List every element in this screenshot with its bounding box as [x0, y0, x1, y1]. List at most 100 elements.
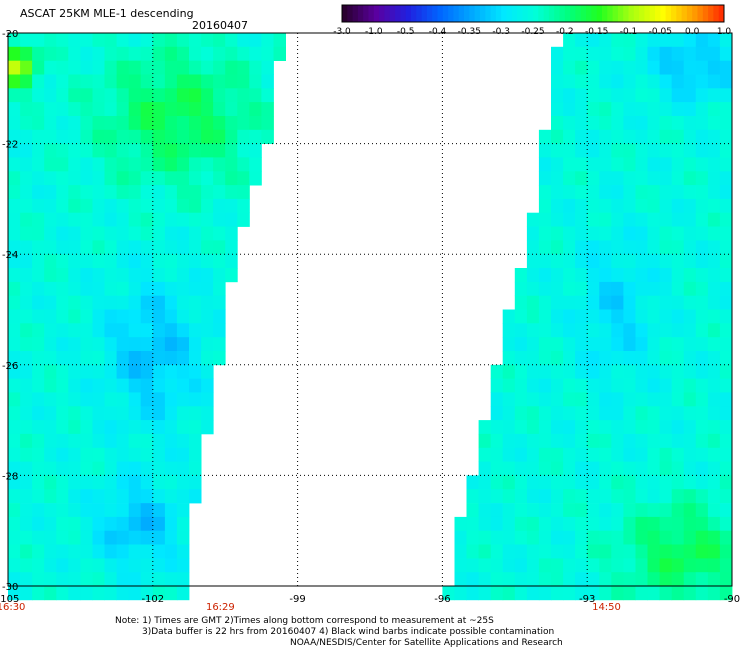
heatmap-cell [671, 309, 685, 324]
heatmap-cell [587, 572, 600, 587]
heatmap-cell [32, 240, 45, 255]
heatmap-cell [659, 198, 673, 214]
heatmap-cell [707, 503, 721, 518]
heatmap-cell [128, 171, 142, 186]
heatmap-cell [20, 489, 33, 504]
heatmap-cell [44, 254, 57, 269]
heatmap-cell [56, 475, 69, 490]
heatmap-cell [56, 378, 69, 393]
heatmap-cell [635, 503, 648, 518]
heatmap-cell [647, 406, 660, 421]
heatmap-cell [176, 323, 190, 338]
heatmap-cell [490, 544, 504, 559]
heatmap-cell [56, 586, 69, 601]
heatmap-cell [56, 185, 69, 200]
heatmap-cell [176, 530, 190, 545]
heatmap-cell [140, 254, 154, 269]
heatmap-cell [719, 254, 733, 269]
heatmap-cell [707, 157, 721, 172]
heatmap-cell [201, 33, 214, 48]
colorbar-swatch [612, 5, 619, 22]
heatmap-cell [683, 572, 697, 587]
heatmap-cell [647, 129, 660, 144]
heatmap-cell [20, 323, 33, 338]
heatmap-cell [695, 544, 709, 559]
heatmap-cell [164, 102, 178, 117]
heatmap-cell [20, 433, 33, 449]
colorbar-swatch [554, 5, 560, 22]
heatmap-cell [683, 503, 697, 518]
heatmap-cell [538, 447, 552, 462]
heatmap-cell [538, 157, 552, 172]
heatmap-cell [68, 558, 81, 573]
heatmap-cell [56, 406, 69, 421]
heatmap-cell [176, 586, 190, 601]
heatmap-cell [20, 572, 33, 587]
heatmap-cell [32, 60, 45, 75]
heatmap-cell [213, 309, 226, 324]
heatmap-cell [92, 516, 105, 532]
colorbar-swatch [448, 5, 454, 22]
heatmap-cell [538, 475, 552, 490]
heatmap-cell [695, 88, 709, 103]
heatmap-cell [104, 364, 117, 379]
colorbar-swatch [421, 5, 428, 22]
heatmap-cell [104, 102, 117, 117]
heatmap-cell [56, 295, 69, 310]
heatmap-cell [478, 516, 492, 532]
heatmap-cell [140, 185, 154, 200]
heatmap-cell [104, 475, 117, 490]
heatmap-cell [176, 254, 190, 269]
heatmap-cell [164, 309, 178, 324]
heatmap-cell [623, 143, 636, 158]
heatmap-cell [8, 447, 21, 462]
heatmap-cell [201, 254, 214, 269]
heatmap-cell [514, 544, 528, 559]
heatmap-cell [140, 544, 154, 559]
plot-frame [7, 32, 733, 587]
heatmap-cell [8, 295, 21, 310]
heatmap-cell [164, 281, 178, 297]
heatmap-cell [587, 323, 600, 338]
heatmap-cell [659, 530, 673, 545]
heatmap-cell [68, 116, 81, 131]
heatmap-cell [707, 420, 721, 435]
heatmap-cell [623, 309, 636, 324]
heatmap-cell [635, 586, 648, 601]
heatmap-cell [575, 102, 588, 117]
y-tick-label: -30 [2, 582, 18, 593]
colorbar-label: -0.1 [620, 27, 638, 37]
heatmap-cell [671, 503, 685, 518]
heatmap-cell [514, 586, 528, 601]
heatmap-cell [719, 489, 733, 504]
heatmap-cell [466, 516, 479, 532]
heatmap-cell [189, 378, 202, 393]
heatmap-cell [623, 46, 636, 61]
heatmap-cell [116, 102, 130, 117]
heatmap-cell [538, 323, 552, 338]
heatmap-cell [8, 392, 21, 407]
heatmap-cell [56, 309, 69, 324]
heatmap-cell [92, 129, 105, 144]
heatmap-cell [152, 46, 166, 61]
heatmap-cell [140, 558, 154, 573]
heatmap-cell [707, 572, 721, 587]
heatmap-cell [8, 378, 21, 393]
heatmap-cell [152, 392, 166, 407]
colorbar-swatch [596, 5, 603, 22]
heatmap-cell [719, 530, 733, 545]
heatmap-cell [8, 364, 21, 379]
heatmap-cell [671, 586, 685, 601]
heatmap-cell [44, 60, 57, 75]
heatmap-cell [599, 378, 612, 393]
heatmap-cell [176, 116, 190, 131]
heatmap-cell [563, 516, 576, 532]
heatmap-cell [44, 475, 57, 490]
heatmap-cell [80, 489, 93, 504]
heatmap-cell [140, 226, 154, 241]
heatmap-cell [683, 254, 697, 269]
heatmap-cell [140, 337, 154, 352]
colorbar-label: -0.15 [585, 27, 608, 37]
heatmap-cell [32, 433, 45, 449]
heatmap-cell [80, 503, 93, 518]
